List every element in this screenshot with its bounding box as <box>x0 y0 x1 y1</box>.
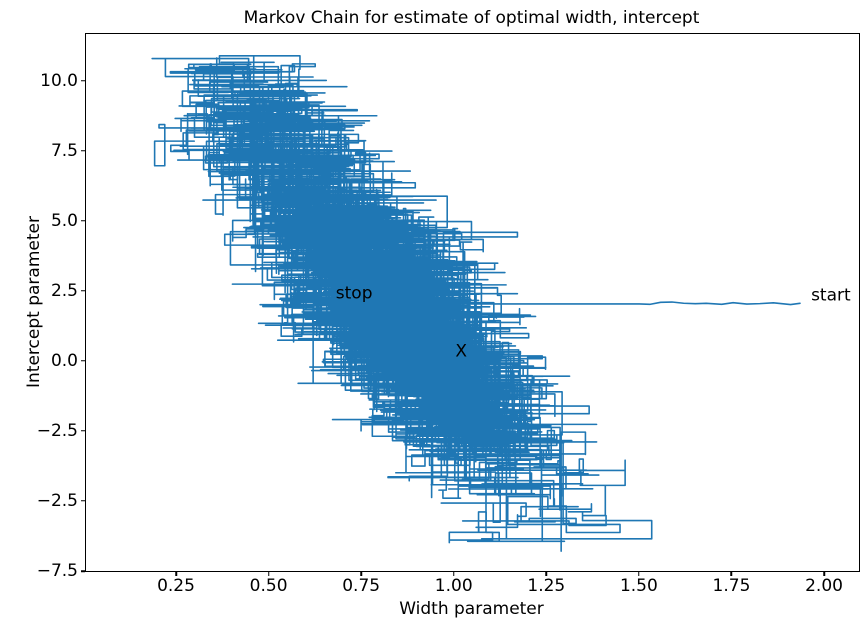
y-tick-mark <box>81 219 85 222</box>
annotation-start: start <box>811 285 851 305</box>
x-tick-mark <box>267 572 270 576</box>
y-tick-label: 2.5 <box>50 280 78 301</box>
y-tick-mark <box>81 79 85 82</box>
x-tick-mark <box>545 572 548 576</box>
x-tick-label: 1.00 <box>434 576 473 596</box>
plot-area: start stop X 0.25 0.50 0.75 1.00 1.25 1.50 1.7… <box>37 33 860 596</box>
y-tick-mark <box>81 289 85 292</box>
x-tick-mark <box>360 572 362 576</box>
chart-title: Markov Chain for estimate of optimal wid… <box>243 8 700 28</box>
x-tick-label: 1.25 <box>527 576 566 596</box>
x-tick-label: 1.50 <box>619 576 658 596</box>
x-tick-label: 0.75 <box>342 576 381 596</box>
x-axis-label: Width parameter <box>399 599 544 619</box>
y-tick-label: 0.0 <box>50 350 78 371</box>
x-tick-mark <box>730 572 733 576</box>
x-tick-mark <box>452 572 455 576</box>
x-tick-mark <box>175 572 177 576</box>
annotation-x-marker: X <box>455 341 467 362</box>
y-tick-mark <box>81 570 85 572</box>
y-tick-label: 7.5 <box>50 140 78 161</box>
x-tick-label: 0.25 <box>157 576 195 596</box>
y-tick-label: −2.5 <box>36 490 78 511</box>
y-tick-mark <box>81 500 85 502</box>
y-axis-label: Intercept parameter <box>24 216 44 388</box>
y-tick-label: −7.5 <box>36 561 78 581</box>
y-tick-label: −2.5 <box>36 420 78 441</box>
annotation-stop: stop <box>335 283 373 304</box>
x-tick-mark <box>823 572 825 576</box>
y-tick-mark <box>81 430 85 432</box>
x-tick-mark <box>638 572 640 576</box>
x-tick-label: 2.00 <box>805 576 843 596</box>
y-tick-label: 5.0 <box>50 210 78 231</box>
x-tick-label: 1.75 <box>712 576 751 596</box>
y-tick-mark <box>81 360 85 362</box>
y-tick-label: 10.0 <box>40 70 78 91</box>
y-tick-mark <box>81 149 85 152</box>
x-tick-label: 0.50 <box>249 576 288 596</box>
mcmc-trace-line <box>86 34 859 571</box>
